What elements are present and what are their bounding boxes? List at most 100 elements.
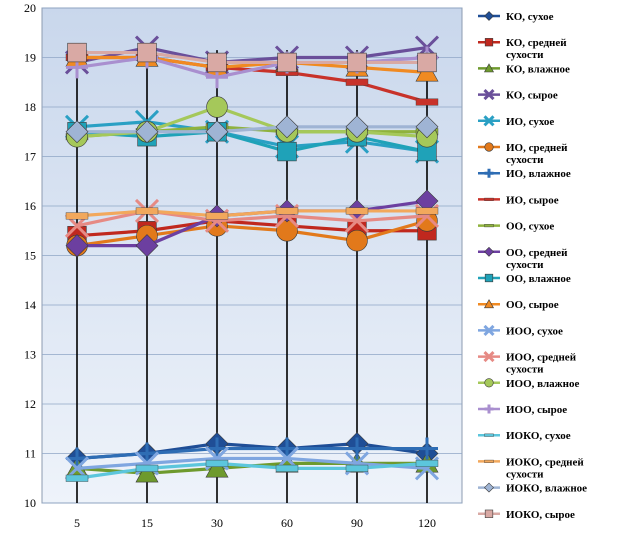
data-point: [416, 437, 438, 460]
legend-marker: [484, 378, 494, 388]
series-18: [65, 207, 439, 220]
data-point: [415, 459, 439, 467]
marker-shape: [415, 459, 439, 467]
legend-marker: [484, 404, 494, 414]
series-17: [65, 459, 439, 482]
legend-item: ИО, сырое: [478, 194, 559, 206]
legend-label: ИОКО, средней сухости: [506, 456, 584, 480]
marker-shape: [65, 474, 89, 482]
marker-shape: [65, 212, 89, 220]
legend-item: КО, влажное: [478, 63, 570, 75]
marker-shape: [345, 464, 369, 472]
data-point: [135, 120, 159, 144]
series-line: [76, 45, 428, 65]
series-line: [77, 55, 428, 74]
marker-shape: [347, 52, 367, 73]
legend-item: ИОО, сырое: [478, 404, 567, 416]
legend-label: ИОО, средней сухости: [506, 352, 577, 376]
marker-shape: [205, 120, 229, 144]
marker-shape: [65, 120, 89, 144]
marker-shape: [275, 464, 299, 472]
marker-shape: [277, 52, 297, 73]
legend-marker: [484, 224, 494, 228]
marker-shape: [207, 52, 227, 73]
data-point: [345, 464, 369, 472]
marker-shape: [483, 299, 495, 309]
marker-shape: [484, 168, 494, 178]
legend-label: ИОКО, сухое: [506, 430, 571, 442]
data-point: [66, 447, 88, 470]
series-line: [76, 461, 428, 480]
legend-item: ОО, средней сухости: [478, 247, 568, 271]
marker-shape: [276, 437, 298, 460]
marker-shape: [483, 63, 495, 73]
data-point: [345, 207, 369, 215]
marker-shape: [345, 78, 369, 86]
marker-shape: [484, 459, 494, 463]
data-point: [65, 234, 89, 258]
marker-shape: [275, 115, 299, 139]
data-point: [415, 115, 439, 139]
legend-marker: [484, 459, 494, 463]
marker-shape: [484, 142, 494, 152]
data-point: [415, 207, 439, 215]
marker-shape: [205, 212, 229, 220]
y-tick-label: 15: [24, 249, 36, 263]
marker-shape: [484, 433, 494, 437]
legend-item: КО, сырое: [478, 89, 558, 102]
marker-shape: [66, 447, 88, 470]
marker-shape: [65, 234, 89, 258]
data-point: [135, 207, 159, 215]
data-point: [65, 474, 89, 482]
data-point: [135, 234, 159, 258]
legend-marker: [483, 299, 495, 309]
marker-shape: [484, 38, 494, 47]
marker-shape: [484, 11, 494, 21]
marker-shape: [484, 404, 494, 414]
data-point: [346, 437, 368, 460]
legend-label: ИОО, влажное: [506, 378, 579, 390]
marker-shape: [484, 509, 494, 518]
series-line: [76, 446, 427, 461]
y-tick-label: 14: [24, 298, 36, 312]
series-7: [66, 437, 438, 470]
legend-marker: [484, 38, 494, 47]
marker-shape: [135, 120, 159, 144]
data-point: [67, 42, 87, 63]
marker-shape: [205, 456, 229, 478]
legend-marker: [483, 63, 495, 73]
legend-marker: [484, 273, 494, 283]
data-point: [275, 207, 299, 215]
y-tick-label: 16: [24, 199, 36, 213]
marker-shape: [206, 437, 228, 460]
data-point: [205, 120, 229, 144]
marker-shape: [484, 273, 494, 283]
series-line: [76, 456, 428, 470]
legend-item: ОО, влажное: [478, 273, 571, 285]
marker-shape: [206, 96, 228, 118]
legend-marker: [484, 433, 494, 437]
data-point: [275, 464, 299, 472]
marker-shape: [416, 437, 438, 460]
legend-label: ОО, влажное: [506, 273, 571, 285]
legend-item: ОО, сырое: [478, 299, 559, 311]
legend-label: ОО, сухое: [506, 221, 554, 233]
data-point: [206, 437, 228, 460]
series-line: [76, 209, 427, 218]
legend-item: ИО, средней сухости: [478, 142, 568, 166]
marker-shape: [135, 234, 159, 258]
x-tick-label: 15: [141, 516, 153, 530]
marker-shape: [346, 437, 368, 460]
marker-shape: [484, 197, 494, 201]
legend: КО, сухое КО, средней сухости КО, влажное КО…: [478, 11, 587, 521]
data-point: [417, 52, 437, 73]
legend-marker: [483, 324, 495, 336]
x-tick-label: 5: [74, 516, 80, 530]
y-tick-label: 17: [24, 150, 36, 164]
data-point: [275, 115, 299, 139]
marker-shape: [415, 115, 439, 139]
data-point: [136, 442, 158, 465]
data-point: [65, 212, 89, 220]
legend-item: ИОО, средней сухости: [478, 351, 577, 376]
legend-item: КО, средней сухости: [478, 37, 567, 61]
